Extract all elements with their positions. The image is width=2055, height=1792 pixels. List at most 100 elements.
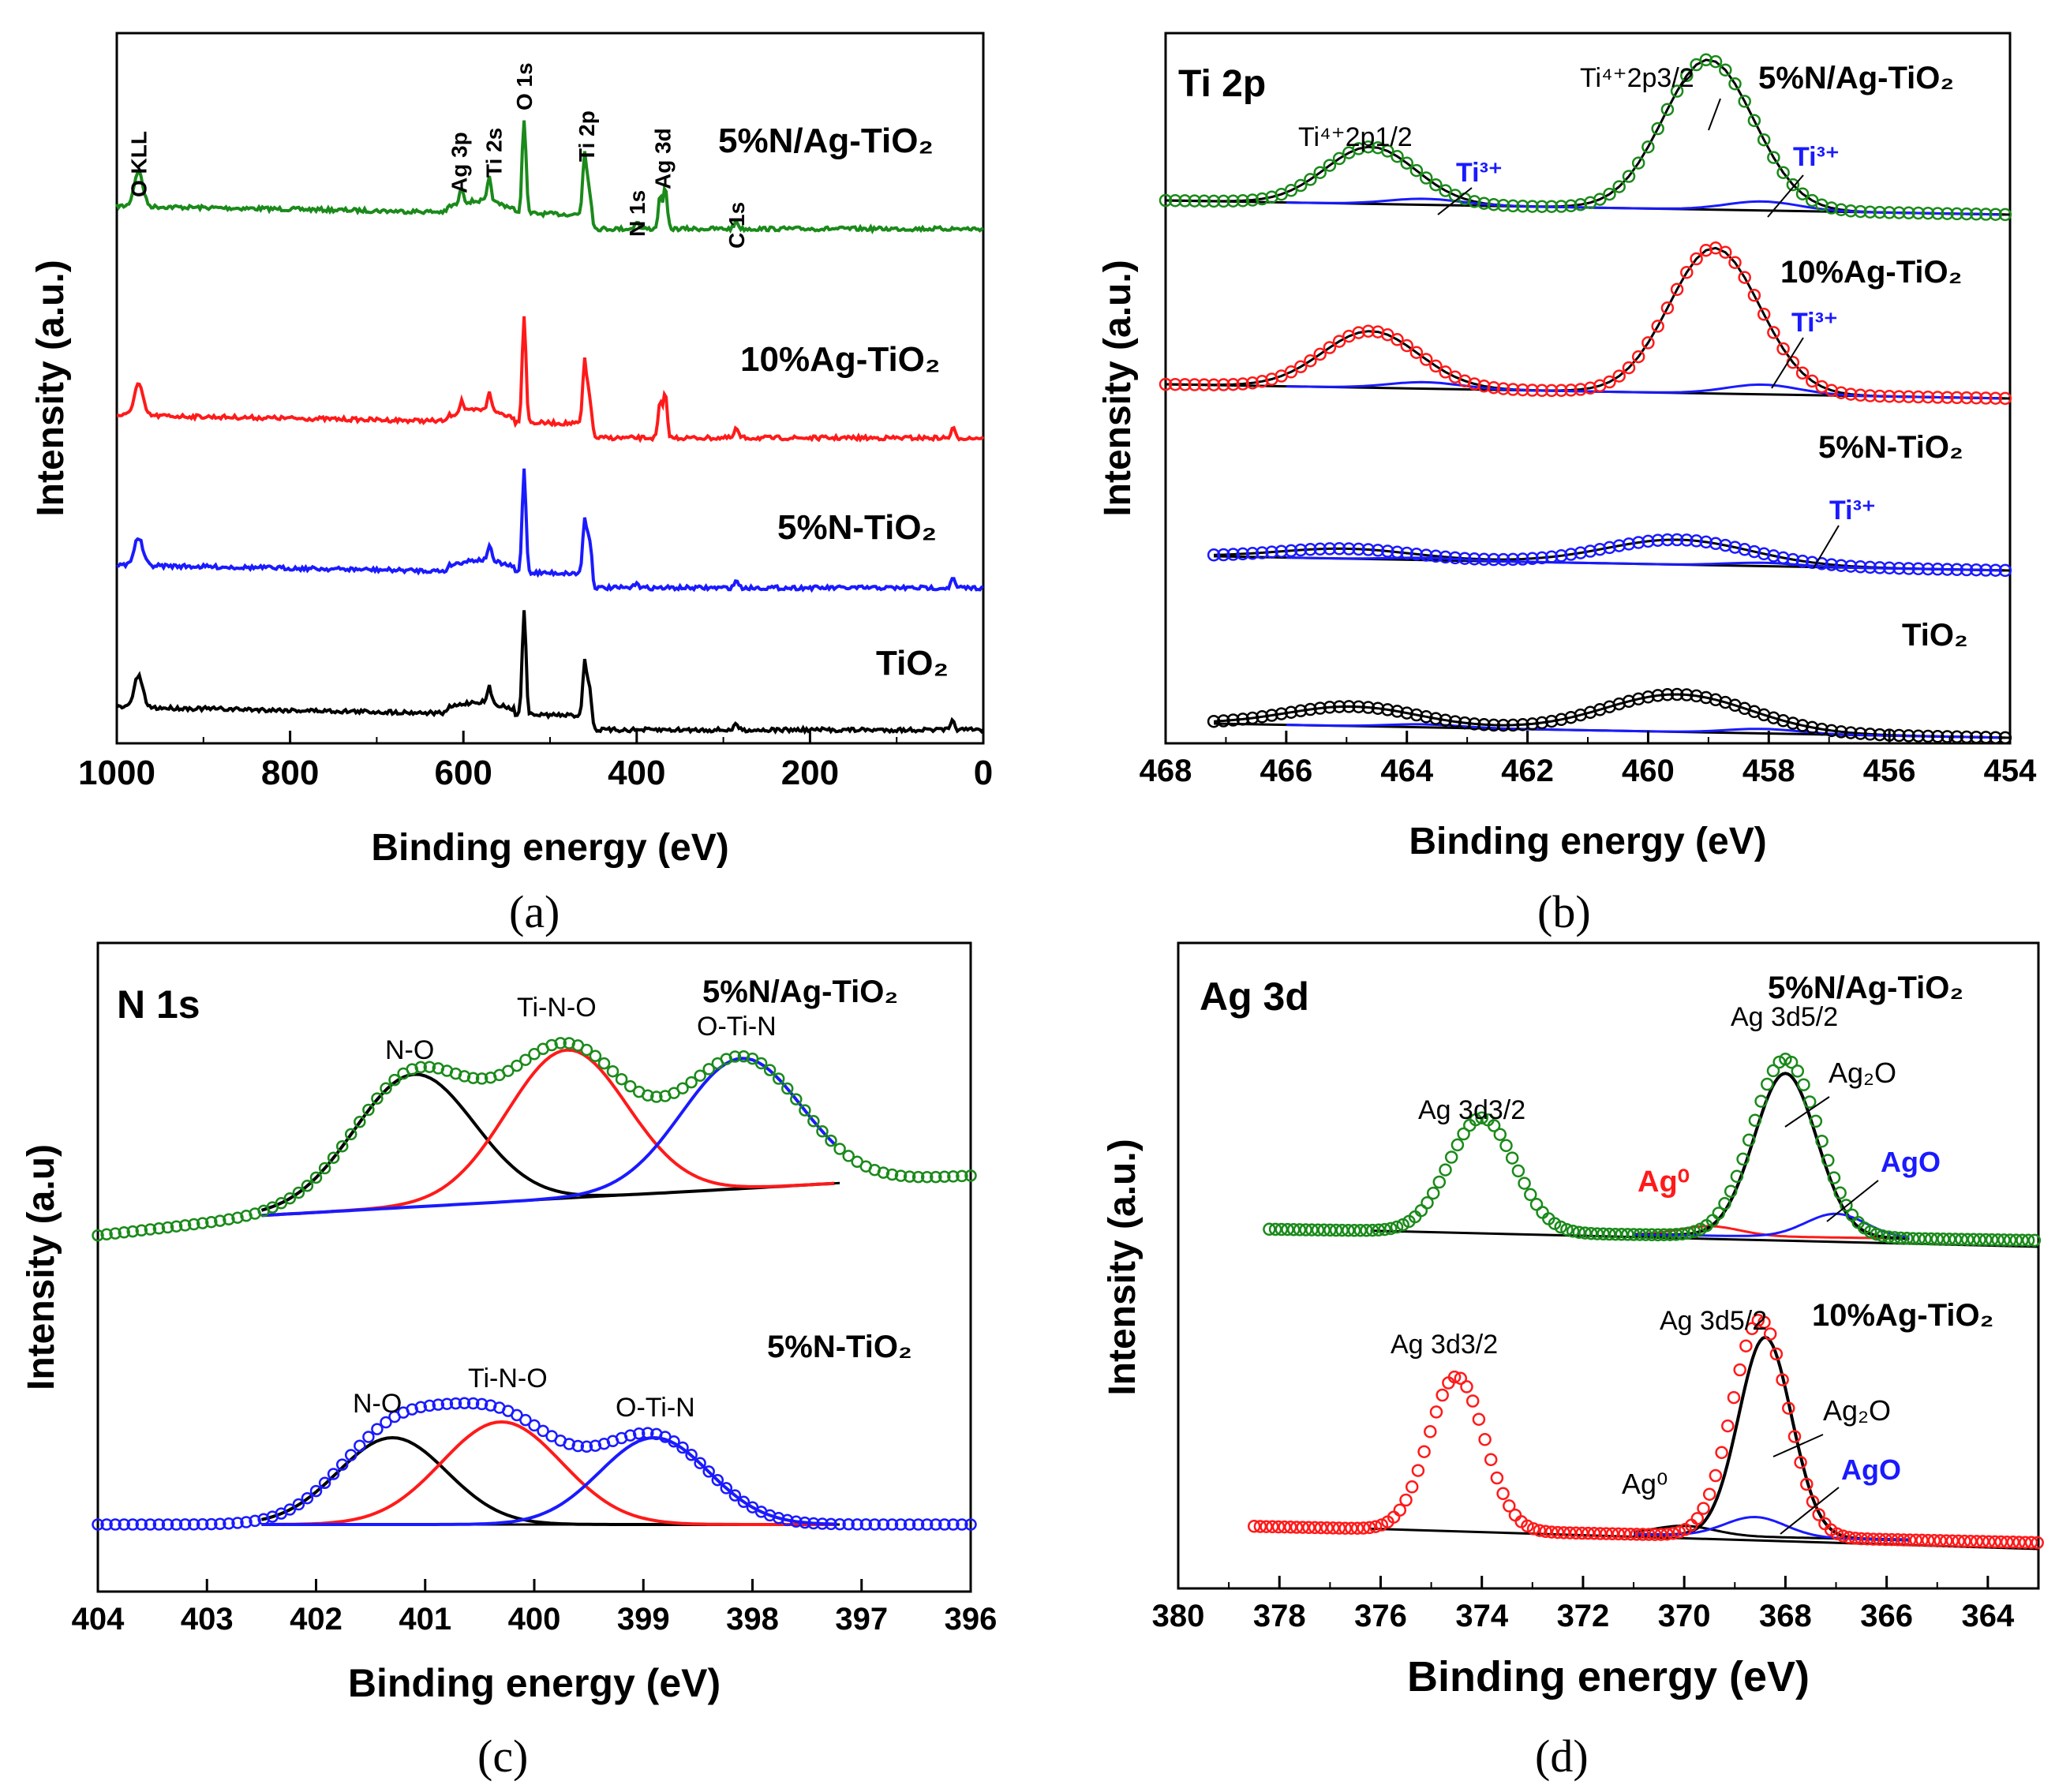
data-point (1960, 391, 1974, 405)
data-point (1323, 159, 1337, 172)
data-point (1651, 533, 1664, 548)
data-point (1998, 391, 2012, 406)
data-point (1352, 142, 1365, 155)
x-tick-label: 464 (1380, 754, 1433, 788)
data-point (1672, 1525, 1686, 1539)
data-point (1937, 1232, 1950, 1246)
arrow-ag2o-b (1772, 1434, 1824, 1457)
x-tick-label: 404 (72, 1602, 125, 1637)
ti3-component (1286, 380, 2001, 400)
data-point (1866, 1532, 1881, 1546)
data-point (126, 1518, 139, 1531)
data-point (1833, 1186, 1847, 1200)
data-point (1329, 1223, 1343, 1237)
data-point (1950, 563, 1963, 577)
data-point (1660, 533, 1675, 547)
data-point (1226, 377, 1240, 391)
data-point (2012, 1536, 2026, 1549)
data-point (2009, 1233, 2023, 1247)
data-point (1496, 552, 1510, 567)
data-point (1332, 335, 1346, 348)
data-point (1305, 1223, 1319, 1236)
data-point (1761, 1077, 1774, 1091)
data-point (414, 1061, 427, 1074)
data-point (2027, 1233, 2042, 1248)
data-point (1436, 1388, 1449, 1402)
data-point (414, 1401, 427, 1414)
data-point (1506, 383, 1520, 396)
data-point (344, 1449, 357, 1461)
data-point (1682, 1226, 1695, 1240)
data-point (1881, 1230, 1896, 1244)
data-point (1854, 388, 1867, 402)
data-point (1927, 1534, 1941, 1547)
data-point (1457, 1127, 1470, 1141)
data-point (1603, 1227, 1616, 1241)
data-point (694, 1457, 706, 1469)
data-point (1645, 1228, 1659, 1242)
arrow-ag2o-a (1784, 1096, 1830, 1128)
x-tick-label: 400 (608, 754, 665, 792)
data-point (1757, 308, 1771, 321)
data-point (1979, 563, 1993, 577)
data-point (772, 1512, 785, 1525)
data-point (1475, 1111, 1488, 1124)
data-point (1994, 1535, 2008, 1549)
data-point (1605, 1527, 1619, 1541)
data-point (632, 1427, 646, 1440)
data-point (580, 1440, 593, 1453)
data-point (1786, 178, 1800, 192)
y-axis-title: Intensity (a.u.) (1102, 1139, 1144, 1395)
data-point (1976, 1535, 1989, 1548)
data-point (1245, 376, 1260, 390)
data-point (1563, 1526, 1577, 1539)
data-point (920, 1170, 934, 1184)
data-point (1490, 1471, 1504, 1485)
data-point (432, 1398, 445, 1411)
data-point (1188, 378, 1201, 391)
data-point (1477, 380, 1491, 393)
data-point (1690, 689, 1703, 703)
data-point (170, 1220, 183, 1233)
data-point (362, 1431, 375, 1443)
data-point (1660, 1527, 1674, 1541)
data-point (720, 1482, 733, 1495)
data-point (563, 1438, 575, 1450)
data-point (1766, 1064, 1780, 1078)
data-point (1414, 1203, 1428, 1218)
series-label-5n-ag-tio2: 5%N/Ag-TiO₂ (702, 975, 898, 1009)
data-point (1361, 324, 1376, 338)
data-point (1503, 1499, 1516, 1513)
data-point (903, 1170, 916, 1183)
data-point (214, 1214, 226, 1227)
data-point (1247, 1520, 1261, 1533)
data-point (1651, 122, 1664, 136)
data-point (92, 1518, 104, 1531)
data-point (152, 1518, 166, 1531)
data-point (964, 1169, 977, 1182)
annotation-ti4-2p1-2: Ti⁴⁺2p1/2 (1298, 122, 1413, 152)
x-tick-label: 374 (1455, 1599, 1508, 1633)
annotation-ti4-2p3-2: Ti⁴⁺2p3/2 (1580, 63, 1694, 93)
data-point (1168, 377, 1182, 391)
panel-caption: (c) (477, 1730, 528, 1782)
data-point (790, 1093, 803, 1106)
arrow-ti3-b (1767, 174, 1804, 218)
x-tick-label: 376 (1354, 1599, 1407, 1633)
data-point (1516, 383, 1529, 397)
data-point (1633, 1228, 1647, 1241)
data-point (1275, 544, 1288, 558)
data-point (1931, 207, 1945, 220)
x-tick-label: 468 (1140, 754, 1192, 788)
data-point (1712, 1207, 1726, 1220)
data-point (1912, 1232, 1926, 1245)
data-point (589, 1439, 602, 1452)
data-point (1390, 1220, 1404, 1234)
series-label-5n-tio2: 5%N-TiO₂ (1818, 430, 1963, 465)
data-point (1496, 718, 1510, 732)
data-point (816, 1517, 829, 1530)
data-point (1516, 552, 1529, 566)
data-point (1302, 1521, 1316, 1535)
x-tick-label: 402 (290, 1602, 342, 1637)
data-point (1687, 1225, 1701, 1239)
